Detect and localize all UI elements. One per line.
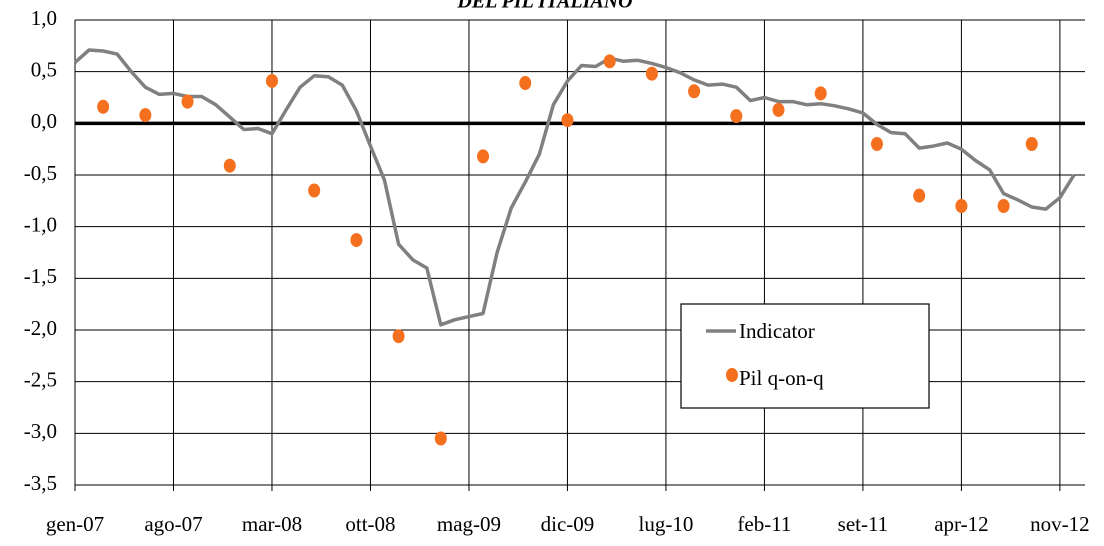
data-point	[645, 66, 658, 81]
y-tick-label: -2,5	[24, 367, 57, 391]
indicator-line	[73, 48, 1076, 327]
data-point	[1025, 137, 1038, 151]
y-tick-label: 0,5	[31, 57, 57, 81]
x-tick-label: nov-12	[1030, 512, 1090, 536]
x-tick-label: dic-09	[541, 512, 595, 536]
data-point	[913, 188, 926, 203]
data-point	[434, 431, 447, 446]
chart-title: DEL PIL ITALIANO	[456, 0, 632, 13]
legend-label: Indicator	[739, 319, 815, 343]
data-point	[870, 137, 883, 151]
data-point	[997, 199, 1010, 213]
data-point	[519, 76, 532, 91]
x-tick-label: lug-10	[639, 512, 694, 536]
data-point	[139, 108, 152, 123]
y-tick-label: -3,0	[24, 419, 57, 443]
x-tick-label: mar-08	[242, 512, 302, 536]
x-tick-label: set-11	[838, 512, 889, 536]
data-point	[265, 73, 278, 88]
x-tick-label: mag-09	[437, 512, 501, 536]
y-tick-label: -2,0	[24, 316, 57, 340]
legend-label: Pil q-on-q	[739, 366, 824, 390]
y-tick-label: -3,5	[24, 471, 57, 495]
data-point	[730, 109, 743, 124]
data-point	[561, 113, 574, 128]
data-point	[97, 99, 110, 114]
y-tick-label: 0,0	[31, 109, 57, 133]
data-point	[350, 233, 363, 248]
y-tick-label: -0,5	[24, 161, 57, 185]
legend-box	[680, 303, 930, 409]
data-point	[477, 149, 490, 164]
x-tick-label: ott-08	[345, 512, 395, 536]
y-tick-label: 1,0	[31, 6, 57, 30]
x-tick-label: feb-11	[737, 512, 791, 536]
data-point	[688, 84, 701, 99]
data-point	[308, 183, 321, 198]
data-point	[603, 54, 616, 69]
y-tick-label: -1,0	[24, 212, 57, 236]
data-point	[955, 199, 968, 213]
data-point	[223, 158, 236, 173]
legend: Indicator Pil q-on-q	[680, 303, 930, 409]
legend-swatch	[726, 368, 738, 382]
data-point	[392, 329, 405, 344]
data-point	[181, 94, 194, 109]
y-tick-label: -1,5	[24, 264, 57, 288]
x-tick-label: ago-07	[144, 512, 202, 536]
x-tick-label: gen-07	[46, 512, 104, 536]
data-point	[772, 102, 785, 117]
x-tick-label: apr-12	[934, 512, 988, 536]
data-point	[814, 86, 827, 101]
